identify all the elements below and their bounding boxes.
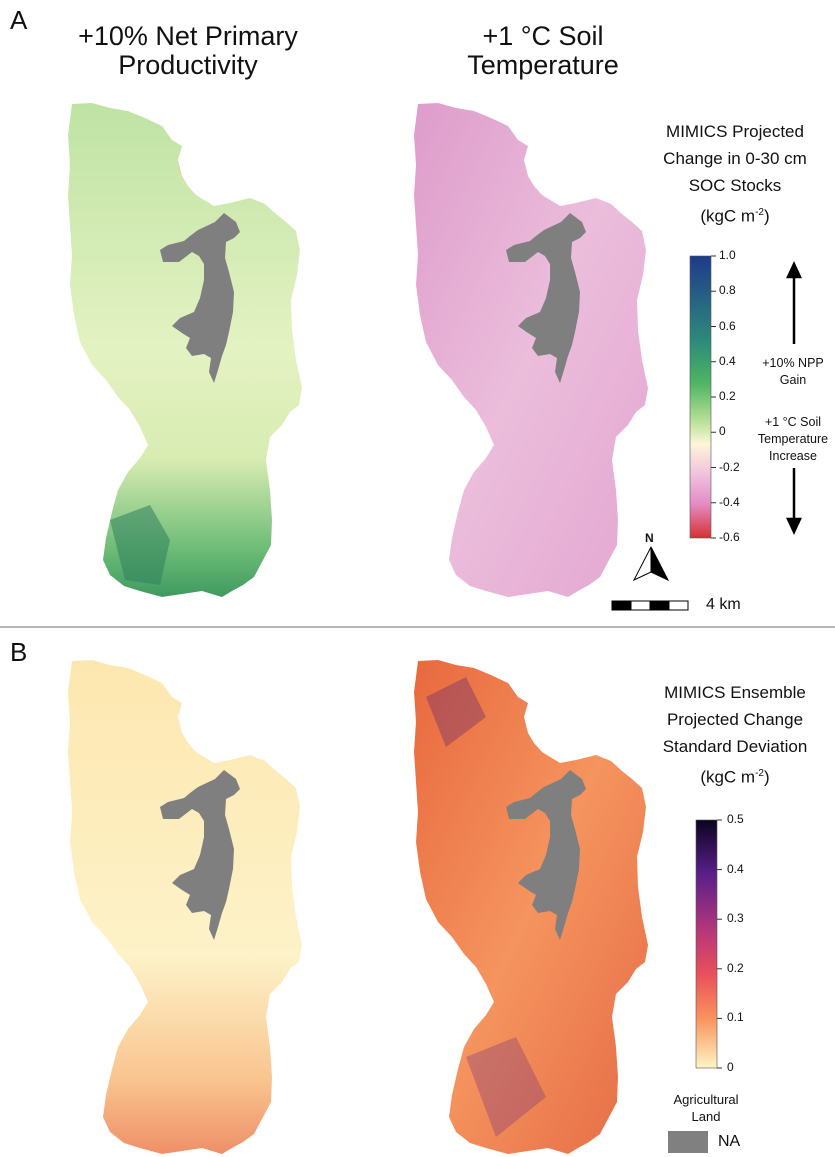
panel-label-a: A (10, 5, 28, 35)
map-npp-gain (68, 103, 302, 597)
colorbar-tick-label: 0 (719, 424, 726, 439)
colorbar-tick-label: 1.0 (719, 248, 736, 262)
na-label: NA (718, 1133, 741, 1150)
colorbar-tick-label: 0.6 (719, 318, 736, 333)
colorbar-tick-label: -0.6 (719, 530, 740, 544)
colorbar-sd-ticks (717, 819, 722, 1069)
colorbar-tick-label: 0.2 (719, 389, 736, 403)
colorbar-tick-label: -0.4 (719, 494, 740, 509)
scale-label: 4 km (706, 596, 741, 613)
legend-title-sd: MIMICS Ensemble Projected Change Standar… (662, 683, 808, 787)
map-title-temperature: +1 °C Soil Temperature (467, 21, 619, 80)
map-sd-temperature (414, 660, 648, 1154)
gain-note: +10% NPP Gain (762, 356, 824, 387)
colorbar-tick-label: -0.2 (719, 459, 740, 474)
panel-label-b: B (10, 637, 28, 667)
na-title: Agricultural Land (673, 1092, 739, 1124)
colorbar-tick-label: 0.2 (727, 960, 744, 975)
loss-note: +1 °C Soil Temperature Increase (757, 415, 829, 463)
colorbar-tick-label: 0 (727, 1060, 734, 1074)
map-title-npp: +10% Net Primary Productivity (78, 21, 298, 80)
gain-arrow (786, 261, 802, 344)
colorbar-tick-label: 0.4 (719, 353, 736, 368)
colorbar-tick-label: 0.4 (727, 861, 744, 876)
colorbar-change-ticks (711, 255, 716, 539)
map-soil-temperature (414, 103, 648, 597)
legend-title-change: MIMICS Projected Change in 0-30 cm SOC S… (663, 122, 807, 226)
map-sd-npp (68, 660, 302, 1154)
north-arrow-icon (632, 546, 670, 582)
colorbar-tick-label: 0.1 (727, 1010, 744, 1025)
colorbar-change (689, 255, 712, 539)
colorbar-tick-label: 0.3 (727, 911, 744, 926)
loss-arrow (786, 468, 802, 535)
colorbar-tick-label: 0.8 (719, 283, 736, 298)
na-swatch (668, 1131, 708, 1153)
colorbar-tick-label: 0.5 (727, 812, 744, 826)
colorbar-sd (695, 819, 718, 1069)
north-label: N (645, 531, 654, 545)
scale-bar (611, 600, 689, 611)
